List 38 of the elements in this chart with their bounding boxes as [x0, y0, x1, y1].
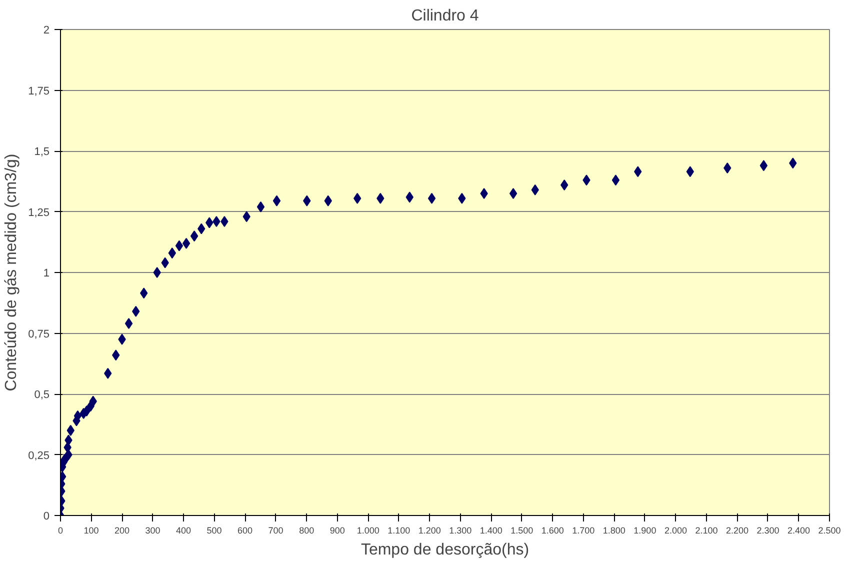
- y-tick-label: 1: [43, 268, 50, 280]
- x-tick-label: 1.700: [572, 526, 595, 536]
- x-tick-label: 2.500: [818, 526, 841, 536]
- x-tick-label: 2.200: [726, 526, 748, 536]
- y-tick-label: 2: [43, 24, 50, 36]
- x-tick-label: 2.400: [787, 526, 810, 536]
- x-axis-title: Tempo de desorção(hs): [360, 542, 530, 558]
- y-tick-label: 1,5: [34, 146, 50, 158]
- y-tick-label: 0,75: [28, 328, 50, 340]
- x-tick-label: 0: [58, 526, 64, 536]
- y-tick-label: 1,25: [28, 206, 50, 219]
- y-tick-label: 0: [43, 510, 50, 522]
- x-tick-label: 1.800: [602, 526, 626, 536]
- x-tick-label: 2.300: [756, 526, 780, 536]
- x-tick-label: 100: [84, 526, 99, 536]
- x-tick-label: 500: [206, 526, 222, 536]
- x-tick-label: 2.100: [695, 526, 718, 536]
- x-tick-label: 2.000: [664, 526, 687, 536]
- x-tick-label: 1.900: [634, 526, 656, 536]
- chart-title: Cilindro 4: [411, 8, 479, 24]
- x-tick-label: 900: [330, 526, 345, 536]
- x-tick-label: 600: [238, 526, 253, 536]
- x-tick-label: 1.400: [480, 526, 502, 536]
- x-tick-label: 1.100: [388, 526, 410, 536]
- y-axis-title: Conteúdo de gás medido (cm3/g): [3, 154, 20, 392]
- x-tick-label: 1.200: [418, 526, 441, 536]
- y-tick-label: 0,25: [28, 450, 50, 462]
- y-tick-label: 1,75: [28, 85, 50, 98]
- x-tick-label: 1.300: [449, 526, 472, 536]
- x-tick-label: 200: [114, 526, 130, 536]
- y-tick-label: 0,5: [34, 389, 50, 401]
- x-tick-label: 800: [299, 526, 314, 536]
- x-tick-label: 1.500: [510, 526, 534, 536]
- x-tick-label: 1.000: [356, 526, 380, 536]
- x-tick-label: 400: [176, 526, 192, 536]
- x-tick-label: 1.600: [541, 526, 564, 536]
- x-tick-label: 700: [268, 526, 284, 536]
- x-tick-label: 300: [145, 526, 160, 536]
